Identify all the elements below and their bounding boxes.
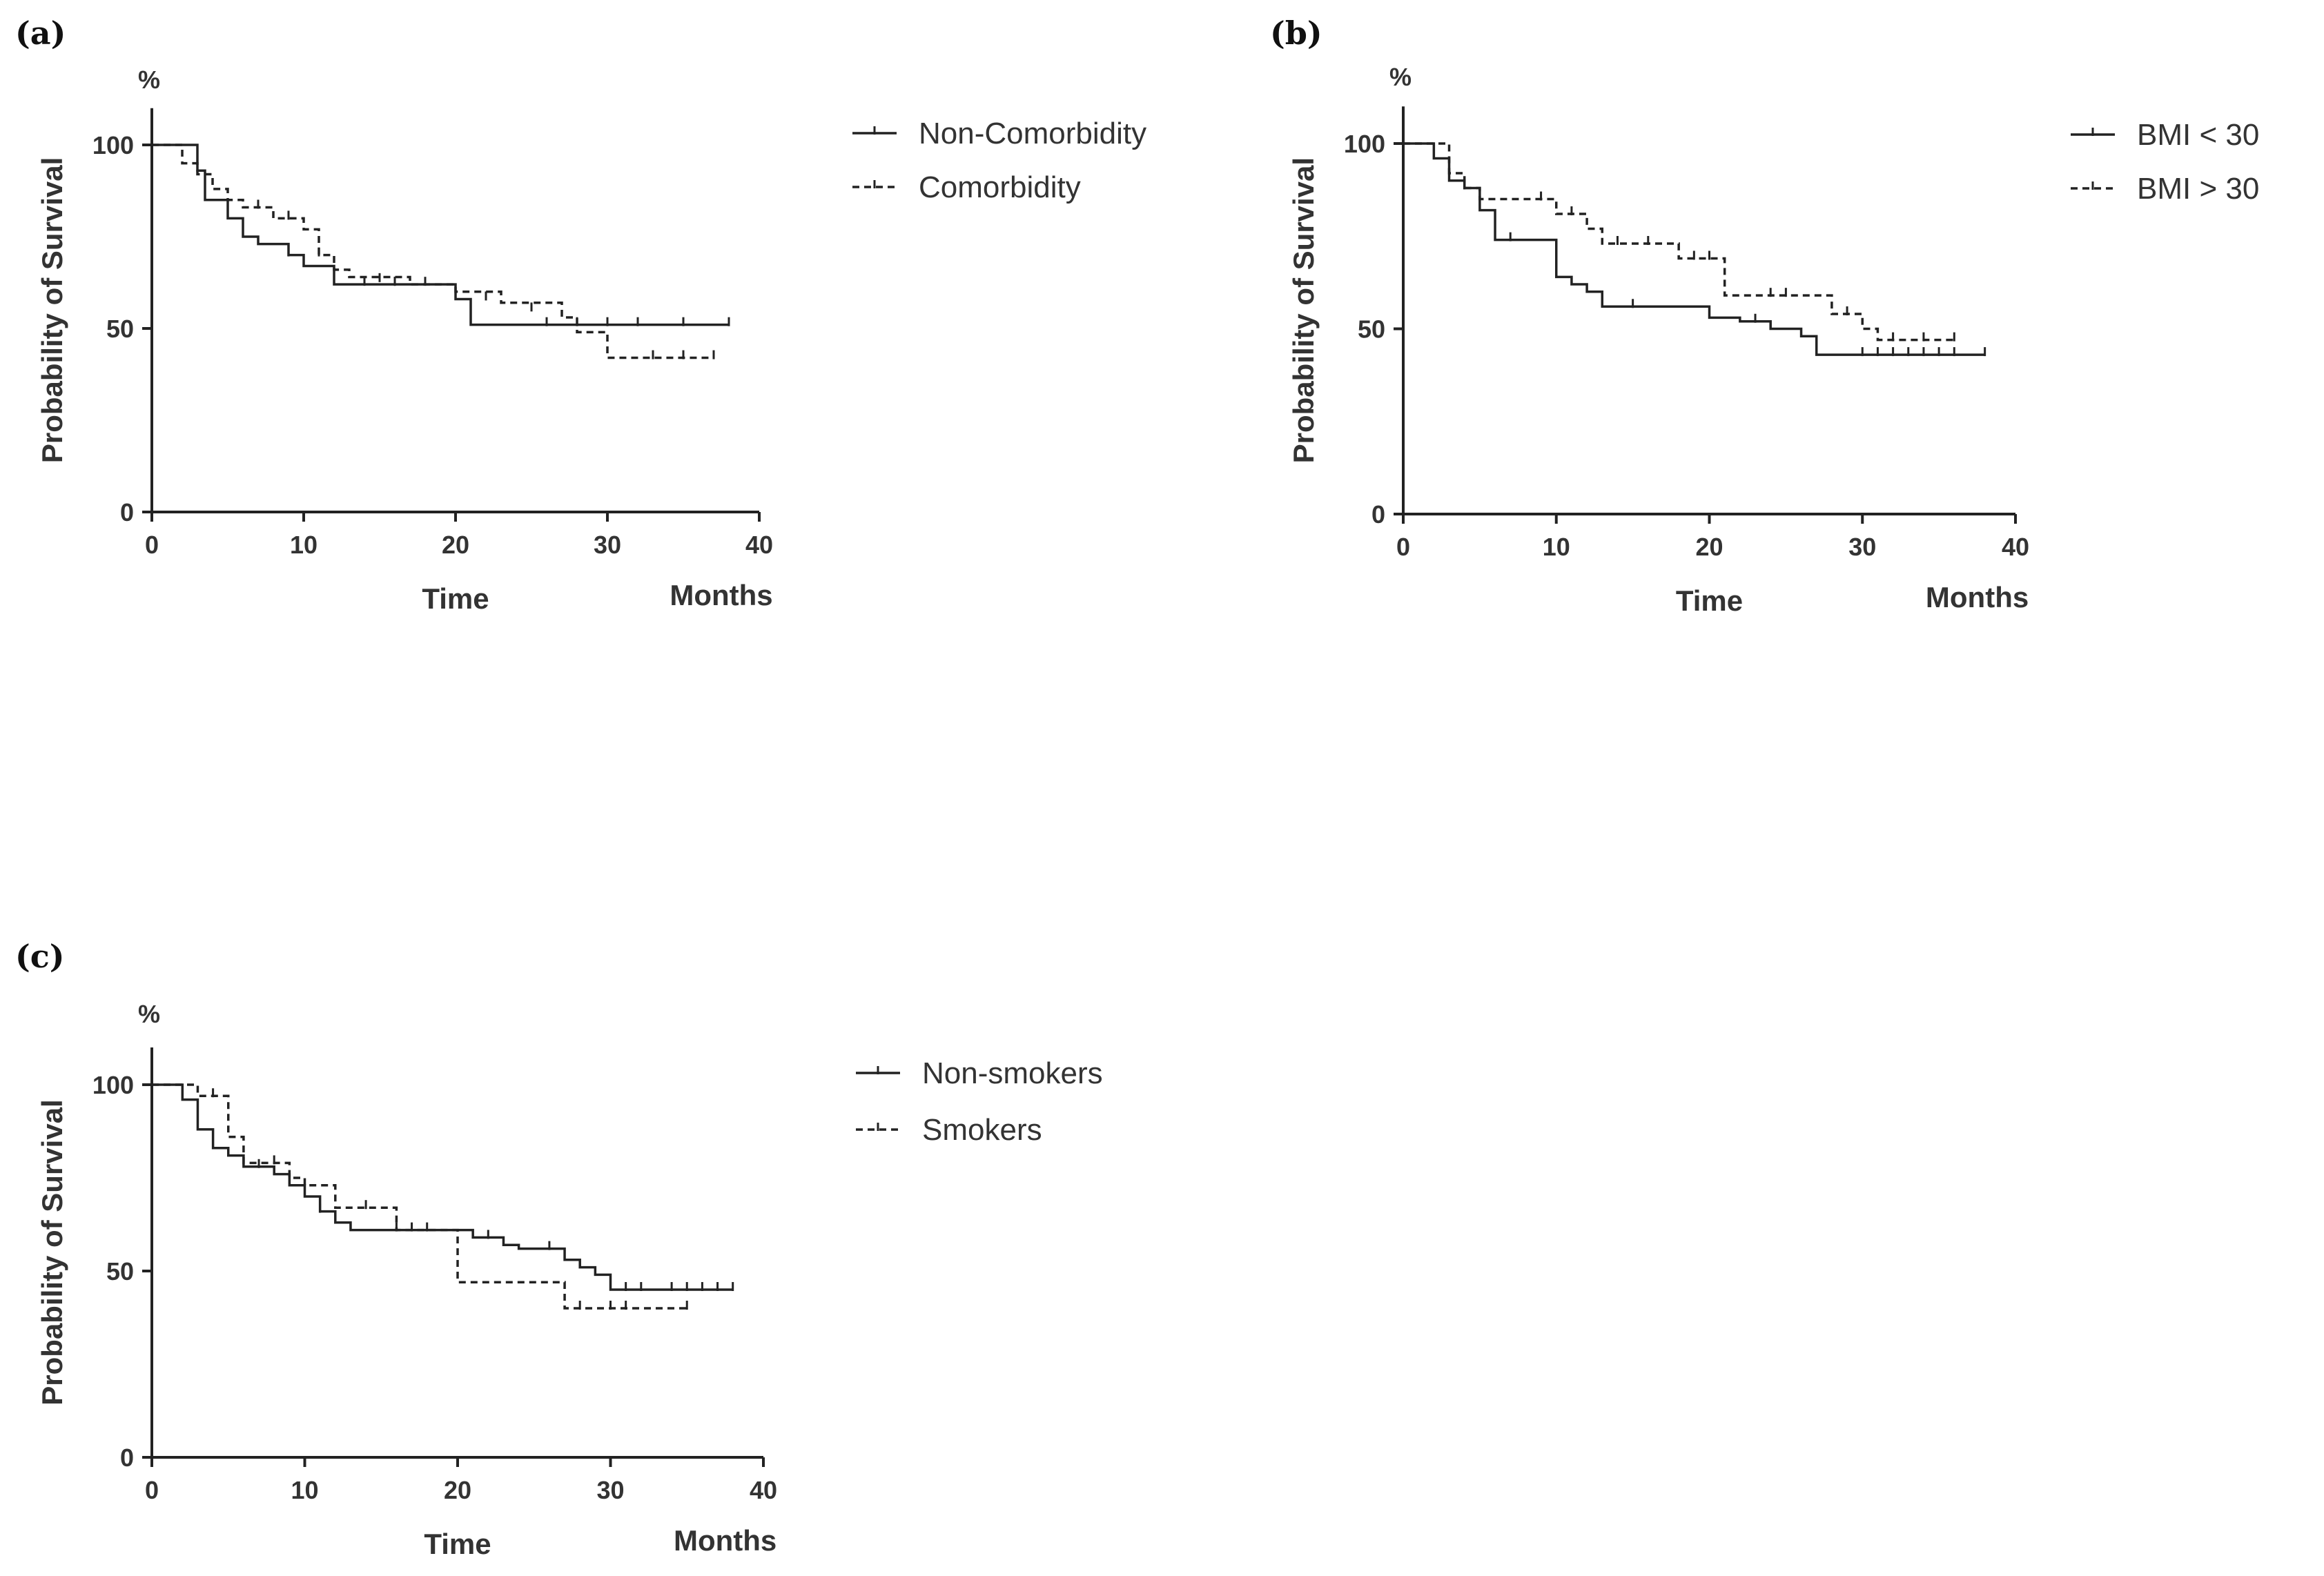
y-tick-label: 0	[120, 498, 134, 526]
x-tick-label: 10	[1543, 533, 1570, 561]
y-unit-label: %	[1389, 63, 1412, 91]
panel-c: (c)% 0 50 100 0 10 20 30 40 Probability of Surviv…	[15, 938, 1103, 1560]
series-line-non-smokers	[152, 1083, 733, 1291]
panel-label: (a)	[15, 14, 66, 52]
y-tick-label: 0	[1371, 500, 1385, 529]
legend-label: Comorbidity	[919, 170, 1081, 204]
x-tick-label: 40	[745, 531, 773, 559]
legend-label: BMI > 30	[2137, 172, 2259, 206]
x-unit-label: Months	[670, 579, 772, 611]
legend-label: Non-smokers	[922, 1056, 1103, 1090]
x-tick-label: 20	[444, 1476, 471, 1504]
x-tick-label: 20	[1695, 533, 1723, 561]
x-tick-label: 30	[594, 531, 621, 559]
panel-b: (b)% 0 50 100 0 10 20 30 40 Probability of Surviv…	[1270, 14, 2259, 617]
y-tick-label: 100	[92, 131, 134, 159]
y-tick-label: 100	[1344, 130, 1385, 158]
y-axis-title: Probability of Survival	[1287, 157, 1320, 463]
y-tick-label: 50	[106, 315, 134, 343]
y-unit-label: %	[138, 66, 160, 94]
x-tick-label: 40	[750, 1476, 777, 1504]
x-tick-label: 20	[442, 531, 469, 559]
x-tick-label: 0	[145, 1476, 159, 1504]
panel-label: (c)	[15, 938, 65, 975]
series-line-non-comorbidity	[152, 144, 729, 326]
series-line-bmi-30	[1403, 142, 1985, 356]
x-tick-label: 30	[596, 1476, 624, 1504]
series-line-smokers	[152, 1083, 687, 1310]
x-unit-label: Months	[1926, 581, 2029, 613]
y-tick-label: 50	[1358, 315, 1385, 344]
series-line-bmi-30	[1403, 142, 1955, 342]
legend-label: Non-Comorbidity	[919, 117, 1146, 150]
y-unit-label: %	[138, 1000, 160, 1028]
x-axis-title: Time	[422, 582, 489, 615]
x-tick-label: 0	[145, 531, 159, 559]
y-tick-label: 50	[106, 1257, 134, 1286]
panel-label: (b)	[1270, 14, 1322, 52]
series-line-comorbidity	[152, 144, 714, 359]
x-tick-label: 10	[290, 531, 318, 559]
x-axis-title: Time	[1676, 584, 1743, 617]
y-tick-label: 0	[120, 1444, 134, 1472]
x-tick-label: 10	[291, 1476, 318, 1504]
x-tick-label: 40	[2002, 533, 2029, 561]
legend-label: Smokers	[922, 1113, 1042, 1147]
y-tick-label: 100	[92, 1071, 134, 1099]
x-tick-label: 30	[1848, 533, 1876, 561]
x-axis-title: Time	[424, 1528, 491, 1560]
y-axis-title: Probability of Survival	[36, 1099, 68, 1405]
x-tick-label: 0	[1396, 533, 1410, 561]
panel-a: (a)% 0 50 100 0 10 20 30 40 Probability of Surviv…	[15, 14, 1146, 615]
y-axis-title: Probability of Survival	[36, 157, 68, 463]
legend-label: BMI < 30	[2137, 118, 2259, 152]
x-unit-label: Months	[674, 1524, 777, 1557]
